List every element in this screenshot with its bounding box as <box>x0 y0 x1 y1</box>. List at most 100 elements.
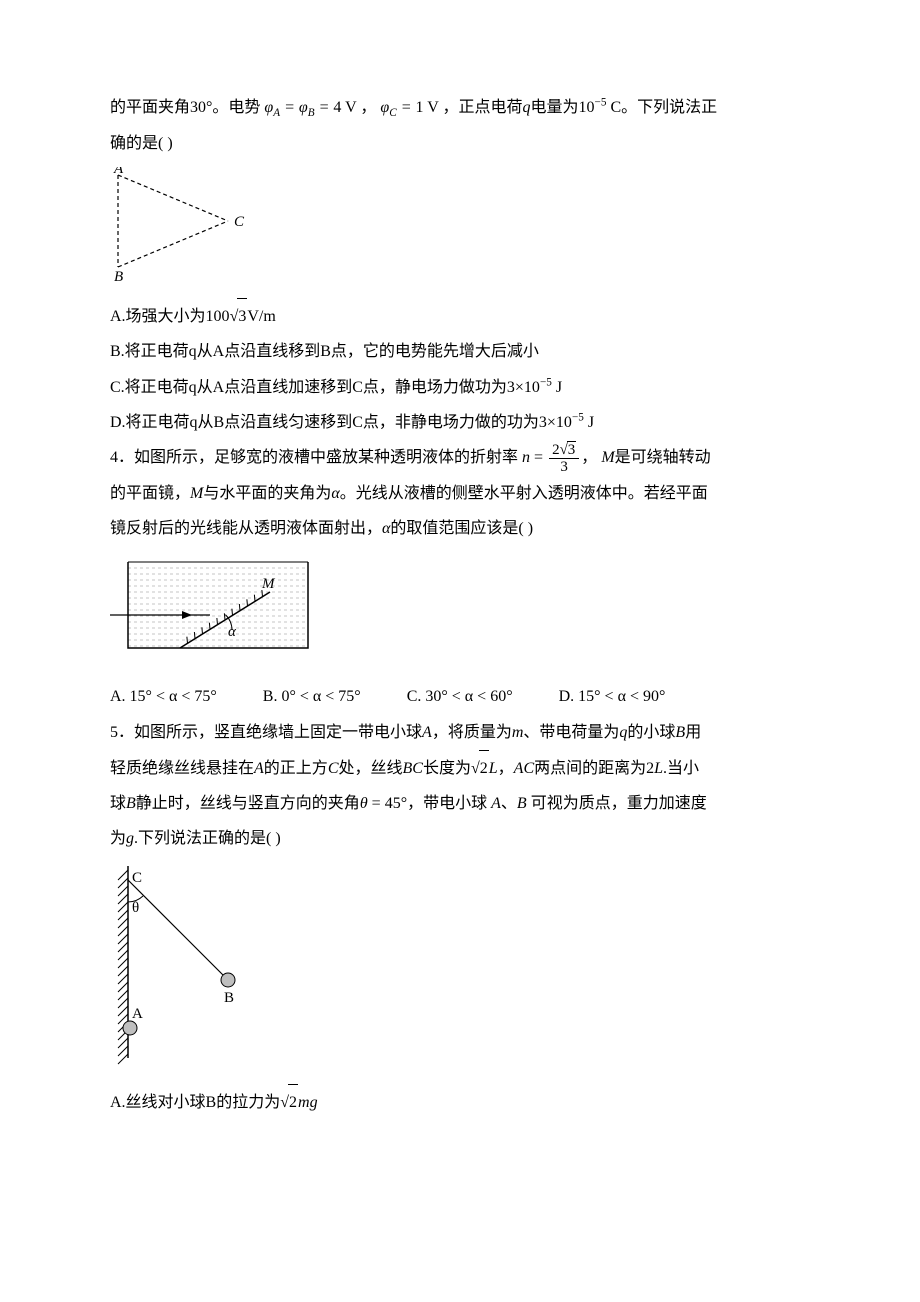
svg-text:C: C <box>234 214 245 230</box>
txt: .当小 <box>663 760 699 777</box>
sub-c: C <box>389 107 396 119</box>
q3-optD: D.将正电荷q从B点沿直线匀速移到C点，非静电场力做的功为3×10−5 J <box>110 405 810 440</box>
svg-text:M: M <box>261 576 276 592</box>
q4-line3: 镜反射后的光线能从透明液体面射出，α的取值范围应该是( ) <box>110 511 810 546</box>
q5-line1: 5．如图所示，竖直绝缘墙上固定一带电小球A，将质量为m、带电荷量为q的小球B用 <box>110 715 810 750</box>
txt: A.丝线对小球B的拉力为 <box>110 1094 280 1111</box>
unit-j: J <box>584 414 594 431</box>
comma: ， <box>360 99 376 116</box>
txt: V/m <box>247 308 275 325</box>
txt: C.将正电荷q从A点沿直线加速移到C点，静电场力做功为 <box>110 379 507 396</box>
b-sym: B <box>517 795 527 812</box>
txt: ，正点电荷 <box>443 99 523 116</box>
txt: 与水平面的夹角为 <box>203 485 331 502</box>
svg-text:B: B <box>224 990 234 1006</box>
txt: C. 30° < α < 60° <box>407 688 513 705</box>
q4-options: A. 15° < α < 75° B. 0° < α < 75° C. 30° … <box>110 679 810 714</box>
neg5: −5 <box>540 376 552 388</box>
m-sym: M <box>601 449 614 466</box>
radicand: 3 <box>567 441 577 459</box>
txt: 长度为 <box>423 760 471 777</box>
q3-intro-line2: 确的是( ) <box>110 126 810 161</box>
q4-num: 4． <box>110 449 134 466</box>
txt: 轻质绝缘丝线悬挂在 <box>110 760 254 777</box>
txt: 静止时，丝线与竖直方向的夹角 <box>136 795 360 812</box>
q3-intro-line1: 的平面夹角30°。电势 φA = φB = 4 V ， φC = 1 V ，正点… <box>110 90 810 126</box>
txt: 用 <box>685 724 701 741</box>
q3-optA: A.场强大小为100 3V/m <box>110 298 810 334</box>
eq: = <box>401 99 416 116</box>
theta-sym: θ <box>360 795 368 812</box>
svg-text:B: B <box>114 269 123 281</box>
neg5: −5 <box>595 97 607 109</box>
phi-symbol: φ <box>264 99 273 116</box>
a-sym: A <box>422 724 432 741</box>
q4-figure: Mα <box>110 552 810 675</box>
svg-text:C: C <box>132 870 142 886</box>
a-sym: A <box>254 760 264 777</box>
txt: .下列说法正确的是( ) <box>134 830 281 847</box>
radicand: 3 <box>237 298 247 334</box>
txt: 电量为 <box>531 99 579 116</box>
bc-sym: BC <box>403 760 423 777</box>
two: 2 <box>552 442 560 458</box>
q4-line1: 4．如图所示，足够宽的液槽中盛放某种透明液体的折射率 n = 233， M是可绕… <box>110 440 810 476</box>
q5-num: 5． <box>110 724 134 741</box>
svg-text:A: A <box>132 1006 143 1022</box>
q4-optB: B. 0° < α < 75° <box>263 679 361 714</box>
txt: A.场强大小为100 <box>110 308 230 325</box>
txt: 如图所示，竖直绝缘墙上固定一带电小球 <box>134 724 422 741</box>
radicand: 2 <box>288 1084 298 1120</box>
phi-symbol: φ <box>299 99 308 116</box>
q5-line2: 轻质绝缘丝线悬挂在A的正上方C处，丝线BC长度为2L，AC两点间的距离为2L.当… <box>110 750 810 786</box>
q3-figure: ABC <box>110 167 810 294</box>
sub-a: A <box>273 107 280 119</box>
neg5: −5 <box>572 411 584 423</box>
txt: D. 15° < α < 90° <box>559 688 666 705</box>
sqrt-icon: 2 <box>280 1084 298 1120</box>
sub-b: B <box>308 107 315 119</box>
txt: B. 0° < α < 75° <box>263 688 361 705</box>
wall-ball-diagram: Cθ A B <box>110 862 270 1067</box>
b-sym: B <box>675 724 685 741</box>
comma: ， <box>498 760 514 777</box>
txt: 、带电荷量为 <box>523 724 619 741</box>
txt: 的小球 <box>627 724 675 741</box>
l-sym: L <box>489 760 498 777</box>
txt: 如图所示，足够宽的液槽中盛放某种透明液体的折射率 <box>134 449 518 466</box>
exam-page: 的平面夹角30°。电势 φA = φB = 4 V ， φC = 1 V ，正点… <box>0 0 920 1302</box>
txt: 两点间的距离为2 <box>534 760 654 777</box>
radicand: 2 <box>479 750 489 786</box>
unit-j: J <box>552 379 562 396</box>
q3-optC: C.将正电荷q从A点沿直线加速移到C点，静电场力做功为3×10−5 J <box>110 370 810 405</box>
eq: = <box>530 449 547 466</box>
m-sym: m <box>512 724 524 741</box>
a-sym: A <box>491 795 501 812</box>
svg-text:α: α <box>228 624 237 640</box>
val: 4 V <box>333 99 356 116</box>
unit-c: C <box>610 99 621 116</box>
q5-figure: Cθ A B <box>110 862 810 1080</box>
eq: = <box>284 99 299 116</box>
mg: mg <box>298 1094 318 1111</box>
txt: 为 <box>110 830 126 847</box>
txt: A. 15° < α < 75° <box>110 688 217 705</box>
phi-symbol: φ <box>380 99 389 116</box>
q5-line4: 为g.下列说法正确的是( ) <box>110 821 810 856</box>
svg-text:θ: θ <box>132 900 139 916</box>
q4-optD: D. 15° < α < 90° <box>559 679 666 714</box>
val: 1 V <box>416 99 439 116</box>
eq: = 45° <box>368 795 407 812</box>
q-sym: q <box>523 99 531 116</box>
c-sym: C <box>328 760 339 777</box>
denominator: 3 <box>549 459 579 476</box>
fraction: 233 <box>549 441 579 476</box>
txt: 、 <box>501 795 517 812</box>
q5-line3: 球B静止时，丝线与竖直方向的夹角θ = 45°，带电小球 A、B 可视为质点，重… <box>110 786 810 821</box>
txt: 的取值范围应该是( ) <box>390 520 533 537</box>
txt: 。下列说法正 <box>621 99 717 116</box>
txt: 处，丝线 <box>338 760 402 777</box>
txt: D.将正电荷q从B点沿直线匀速移到C点，非静电场力做的功为 <box>110 414 539 431</box>
numerator: 23 <box>549 441 579 460</box>
txt: B.将正电荷q从A点沿直线移到B点，它的电势能先增大后减小 <box>110 343 539 360</box>
